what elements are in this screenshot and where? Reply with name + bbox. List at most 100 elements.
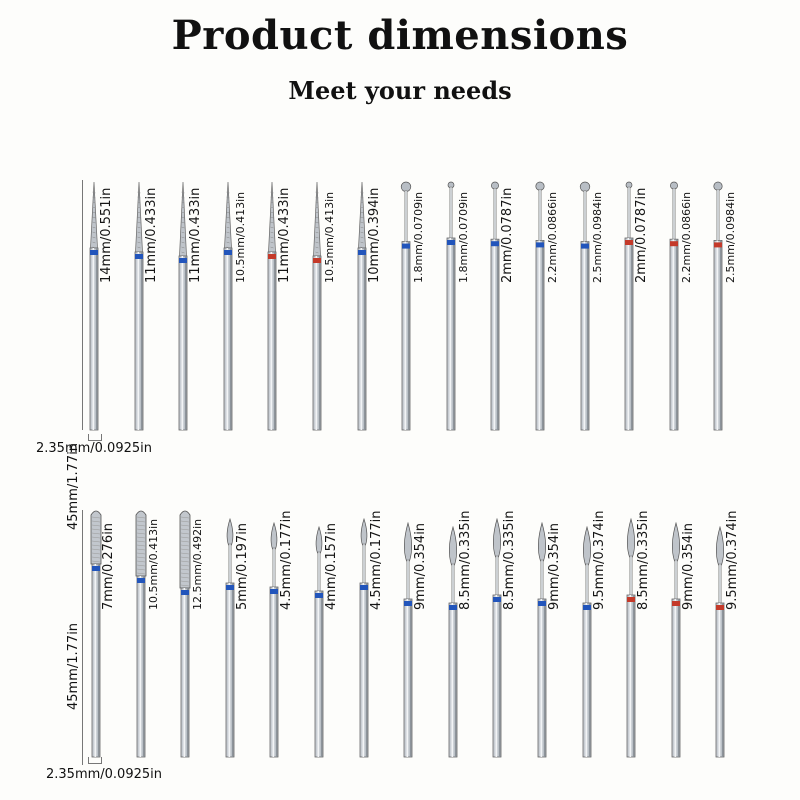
bit-ball bbox=[708, 160, 728, 440]
bit-size-label: 10.5mm/0.413in bbox=[146, 518, 160, 610]
bit-ball bbox=[664, 160, 684, 440]
color-band-blue bbox=[90, 250, 98, 255]
bit-flame-icon bbox=[537, 521, 547, 758]
color-band-blue bbox=[404, 601, 413, 606]
bit-flame bbox=[621, 495, 641, 775]
bit-size-label: 1.8mm/0.0709in bbox=[412, 191, 426, 283]
color-band-blue bbox=[270, 589, 279, 594]
bit-needle bbox=[218, 160, 238, 440]
bit-ball-icon bbox=[713, 181, 723, 431]
bit-size-label: 11mm/0.433in bbox=[277, 187, 293, 283]
bit-flame bbox=[398, 495, 418, 775]
color-band-blue bbox=[181, 590, 190, 595]
bit-size-label: 2mm/0.0787in bbox=[634, 187, 650, 283]
color-band-red bbox=[671, 601, 680, 606]
bit-flame-icon bbox=[359, 517, 368, 758]
bit-flame-icon bbox=[492, 517, 502, 758]
bit-ball-icon bbox=[446, 181, 456, 431]
bit-cylinder bbox=[175, 495, 195, 775]
bit-ball-icon bbox=[579, 181, 590, 431]
bit-ball-icon bbox=[401, 181, 412, 431]
bit-size-label: 9.5mm/0.374in bbox=[725, 510, 741, 610]
color-band-blue bbox=[446, 240, 455, 245]
diameter-label: 2.35mm/0.0925in bbox=[46, 767, 162, 782]
bit-flame bbox=[666, 495, 686, 775]
bit-flame bbox=[354, 495, 374, 775]
page-subtitle: Meet your needs bbox=[288, 76, 512, 105]
bit-size-label: 4.5mm/0.177in bbox=[368, 510, 384, 610]
color-band-blue bbox=[580, 243, 589, 249]
color-band-blue bbox=[536, 242, 544, 248]
bit-size-label: 2.5mm/0.0984in bbox=[724, 191, 738, 283]
bit-size-label: 2.2mm/0.0866in bbox=[546, 191, 559, 283]
bit-size-label: 9mm/0.354in bbox=[547, 522, 562, 610]
color-band-blue bbox=[134, 254, 143, 259]
bit-flame bbox=[309, 495, 329, 775]
color-band-blue bbox=[223, 250, 232, 255]
color-band-blue bbox=[402, 243, 411, 249]
bit-needle-icon bbox=[223, 181, 233, 431]
bit-size-label: 14mm/0.551in bbox=[99, 187, 114, 283]
bit-needle-icon bbox=[312, 181, 322, 431]
color-band-red bbox=[625, 240, 634, 245]
bit-flame-icon bbox=[582, 525, 591, 758]
diameter-label: 2.35mm/0.0925in bbox=[36, 441, 152, 456]
bit-needle bbox=[262, 160, 282, 440]
bit-size-label: 1.8mm/0.0709in bbox=[456, 191, 470, 283]
length-dimension-line bbox=[82, 510, 83, 765]
color-band-red bbox=[313, 258, 321, 263]
color-band-blue bbox=[491, 241, 500, 247]
bit-needle-icon bbox=[267, 181, 277, 431]
bit-size-label: 8.5mm/0.335in bbox=[457, 510, 473, 610]
bit-size-label: 8.5mm/0.335in bbox=[502, 510, 518, 610]
color-band-blue bbox=[179, 258, 188, 263]
color-band-red bbox=[714, 242, 723, 248]
bit-needle bbox=[84, 160, 104, 440]
bit-size-label: 12.5mm/0.492in bbox=[191, 518, 205, 610]
bit-flame bbox=[443, 495, 463, 775]
bit-cylinder bbox=[131, 495, 151, 775]
color-band-red bbox=[716, 605, 725, 610]
bit-ball-icon bbox=[669, 181, 679, 431]
bit-size-label: 10.5mm/0.413in bbox=[323, 191, 336, 283]
diameter-dimension-tick bbox=[88, 434, 102, 441]
bit-size-label: 9mm/0.354in bbox=[413, 522, 429, 610]
bit-needle bbox=[352, 160, 372, 440]
bit-ball-icon bbox=[624, 181, 634, 431]
page-title: Product dimensions bbox=[171, 12, 629, 59]
bit-needle bbox=[307, 160, 327, 440]
color-band-blue bbox=[357, 250, 366, 255]
color-band-blue bbox=[448, 605, 457, 610]
bit-flame bbox=[577, 495, 597, 775]
bit-size-label: 5mm/0.197in bbox=[234, 522, 250, 610]
bottom-bit-row: 45mm/1.77in 2.35mm/0.0925in 7mm/0.276in 1… bbox=[0, 495, 800, 795]
bit-size-label: 11mm/0.433in bbox=[188, 187, 204, 283]
bit-flame bbox=[220, 495, 240, 775]
bit-cylinder bbox=[86, 495, 106, 775]
color-band-blue bbox=[136, 578, 145, 583]
bit-ball bbox=[575, 160, 595, 440]
color-band-blue bbox=[359, 585, 368, 590]
bit-size-label: 9mm/0.354in bbox=[680, 522, 696, 610]
bit-needle-icon bbox=[89, 181, 99, 431]
color-band-blue bbox=[315, 593, 323, 598]
bit-flame-icon bbox=[269, 521, 279, 758]
color-band-red bbox=[669, 241, 678, 247]
color-band-blue bbox=[92, 566, 100, 571]
bit-needle-icon bbox=[134, 181, 143, 431]
bit-flame-icon bbox=[715, 525, 725, 758]
bit-flame-icon bbox=[403, 521, 413, 758]
bit-needle bbox=[129, 160, 149, 440]
color-band-red bbox=[268, 254, 277, 259]
bit-size-label: 4mm/0.157in bbox=[324, 522, 339, 610]
color-band-blue bbox=[582, 605, 591, 610]
length-dimension-line bbox=[82, 180, 83, 430]
bit-ball bbox=[441, 160, 461, 440]
bit-flame bbox=[710, 495, 730, 775]
bit-ball bbox=[485, 160, 505, 440]
color-band-red bbox=[627, 597, 636, 602]
bit-size-label: 2.5mm/0.0984in bbox=[590, 191, 604, 283]
bit-flame bbox=[487, 495, 507, 775]
bit-cylinder-icon bbox=[90, 510, 102, 758]
bit-size-label: 7mm/0.276in bbox=[101, 522, 116, 610]
